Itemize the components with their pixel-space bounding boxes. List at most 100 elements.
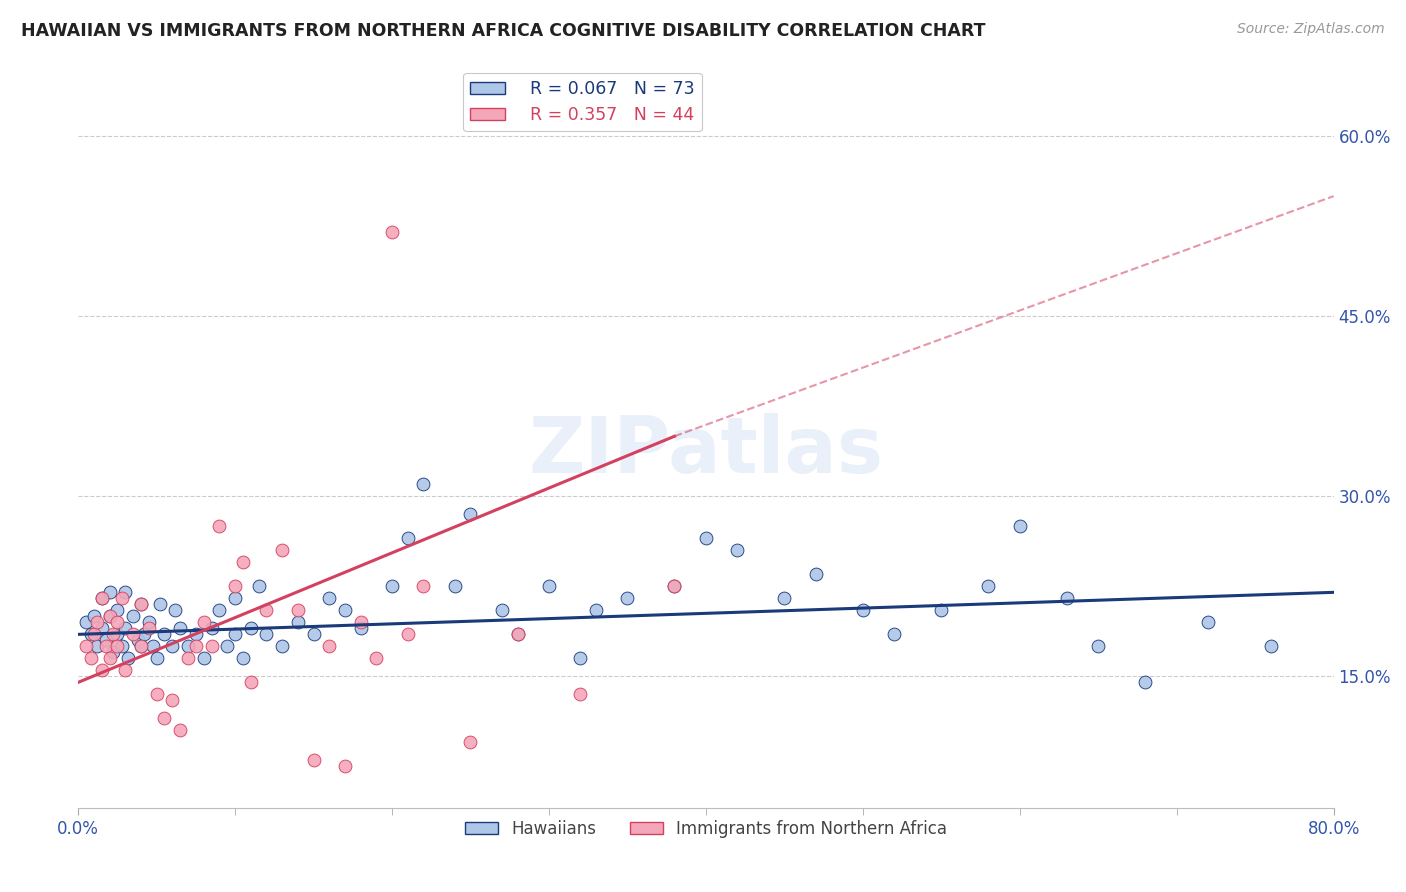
Point	[1135, 675, 1157, 690]
Point	[122, 609, 145, 624]
Point	[129, 598, 152, 612]
Point	[149, 598, 172, 612]
Point	[111, 640, 134, 654]
Text: ZIPatlas: ZIPatlas	[529, 413, 883, 489]
Point	[75, 640, 97, 654]
Point	[239, 621, 262, 635]
Point	[86, 615, 108, 630]
Point	[366, 651, 388, 665]
Point	[208, 519, 231, 533]
Point	[129, 640, 152, 654]
Point	[1197, 615, 1219, 630]
Point	[83, 609, 105, 624]
Point	[98, 585, 121, 599]
Point	[287, 603, 309, 617]
Point	[271, 640, 294, 654]
Point	[396, 627, 419, 641]
Point	[664, 579, 686, 593]
Point	[1056, 591, 1078, 606]
Point	[90, 591, 112, 606]
Point	[773, 591, 796, 606]
Point	[200, 640, 222, 654]
Point	[98, 609, 121, 624]
Point	[165, 603, 187, 617]
Point	[1087, 640, 1109, 654]
Point	[177, 640, 200, 654]
Point	[318, 591, 340, 606]
Point	[79, 651, 101, 665]
Point	[247, 579, 270, 593]
Point	[224, 591, 246, 606]
Point	[101, 645, 124, 659]
Point	[443, 579, 465, 593]
Point	[412, 579, 434, 593]
Point	[105, 627, 128, 641]
Point	[460, 508, 482, 522]
Point	[396, 531, 419, 545]
Text: Source: ZipAtlas.com: Source: ZipAtlas.com	[1237, 22, 1385, 37]
Point	[117, 651, 139, 665]
Point	[96, 633, 118, 648]
Point	[569, 687, 592, 701]
Point	[200, 621, 222, 635]
Point	[271, 543, 294, 558]
Point	[145, 687, 167, 701]
Point	[153, 711, 176, 725]
Point	[412, 477, 434, 491]
Point	[169, 621, 191, 635]
Point	[217, 640, 239, 654]
Point	[929, 603, 952, 617]
Point	[96, 640, 118, 654]
Point	[1008, 519, 1031, 533]
Point	[127, 633, 149, 648]
Point	[98, 651, 121, 665]
Point	[616, 591, 638, 606]
Point	[333, 603, 356, 617]
Point	[105, 615, 128, 630]
Point	[129, 640, 152, 654]
Point	[224, 627, 246, 641]
Point	[381, 225, 404, 239]
Point	[184, 640, 207, 654]
Point	[122, 627, 145, 641]
Point	[153, 627, 176, 641]
Point	[90, 621, 112, 635]
Point	[129, 598, 152, 612]
Point	[725, 543, 748, 558]
Point	[349, 621, 371, 635]
Point	[83, 627, 105, 641]
Point	[256, 627, 278, 641]
Point	[232, 555, 254, 569]
Point	[349, 615, 371, 630]
Point	[208, 603, 231, 617]
Point	[1260, 640, 1282, 654]
Point	[287, 615, 309, 630]
Point	[138, 621, 160, 635]
Point	[105, 603, 128, 617]
Point	[232, 651, 254, 665]
Point	[491, 603, 513, 617]
Point	[114, 664, 136, 678]
Point	[145, 651, 167, 665]
Point	[114, 621, 136, 635]
Text: HAWAIIAN VS IMMIGRANTS FROM NORTHERN AFRICA COGNITIVE DISABILITY CORRELATION CHA: HAWAIIAN VS IMMIGRANTS FROM NORTHERN AFR…	[21, 22, 986, 40]
Point	[75, 615, 97, 630]
Point	[142, 640, 165, 654]
Point	[162, 640, 184, 654]
Point	[224, 579, 246, 593]
Point	[302, 627, 325, 641]
Point	[79, 627, 101, 641]
Point	[460, 735, 482, 749]
Point	[193, 615, 215, 630]
Point	[333, 759, 356, 773]
Point	[132, 627, 155, 641]
Point	[852, 603, 875, 617]
Point	[883, 627, 905, 641]
Point	[111, 591, 134, 606]
Point	[239, 675, 262, 690]
Point	[90, 591, 112, 606]
Point	[695, 531, 717, 545]
Point	[114, 585, 136, 599]
Point	[90, 664, 112, 678]
Point	[804, 567, 827, 582]
